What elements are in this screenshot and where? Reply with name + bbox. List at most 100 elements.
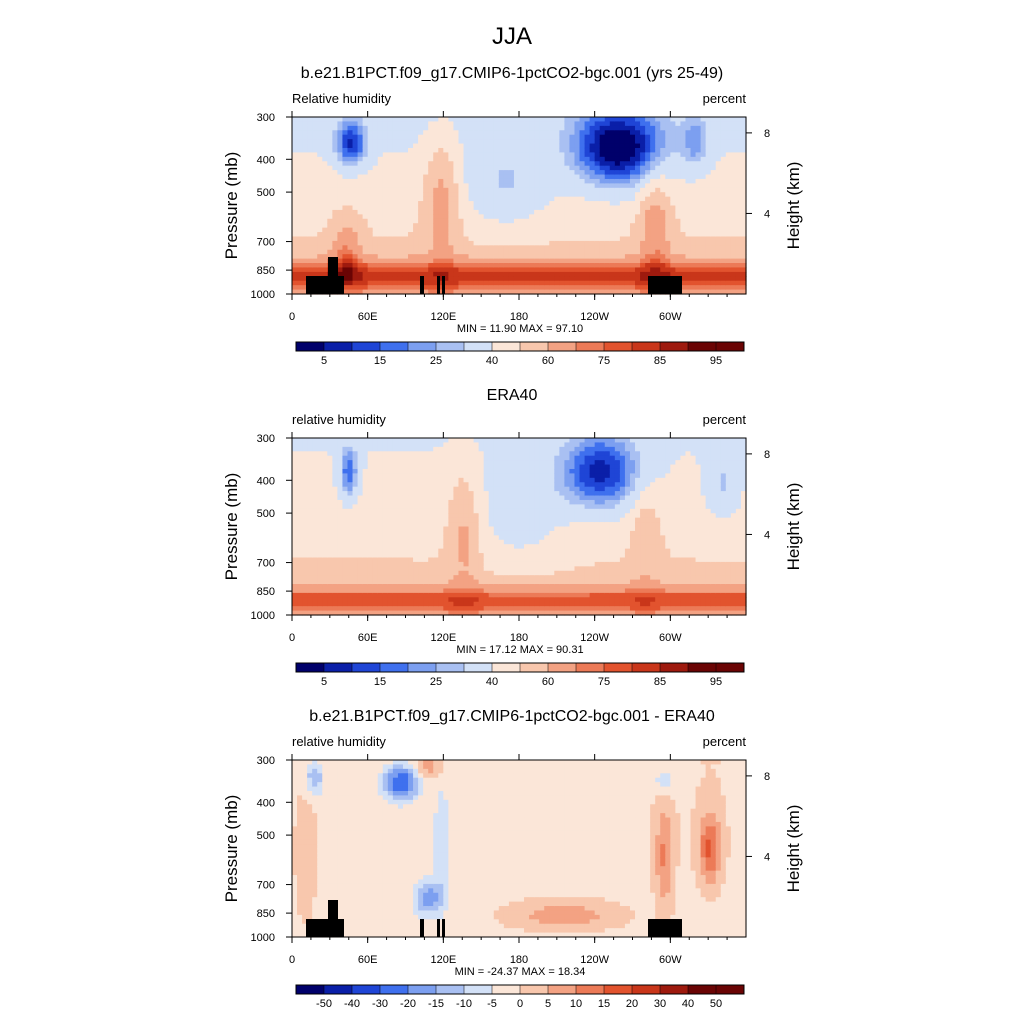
field-cell (564, 205, 571, 211)
field-cell (428, 134, 434, 140)
field-cell (695, 258, 702, 264)
field-cell (312, 526, 318, 532)
field-cell (463, 258, 470, 264)
field-cell (675, 263, 682, 269)
field-cell (508, 125, 515, 131)
field-cell (342, 276, 349, 282)
field-cell (685, 267, 692, 273)
field-cell (347, 223, 354, 229)
field-cell (307, 214, 313, 220)
field-cell (302, 236, 308, 242)
field-cell (730, 183, 737, 189)
field-cell (544, 218, 550, 224)
field-cell (337, 134, 344, 140)
field-cell (292, 196, 298, 202)
field-cell (327, 161, 333, 167)
field-cell (735, 174, 742, 180)
field-cell (624, 258, 631, 264)
field-cell (640, 201, 646, 207)
field-cell (468, 156, 475, 162)
field-cell (599, 271, 606, 277)
field-cell (584, 192, 591, 198)
field-cell (463, 170, 470, 176)
field-cell (418, 468, 424, 474)
field-cell (619, 249, 626, 255)
field-cell (392, 539, 399, 545)
colorbar-label: 85 (654, 355, 666, 367)
field-cell (307, 579, 313, 585)
field-cell (629, 205, 636, 211)
field-cell (478, 156, 485, 162)
y-tick-label: 400 (257, 154, 275, 166)
field-cell (609, 271, 616, 277)
field-cell (352, 232, 359, 238)
field-cell (332, 482, 338, 488)
field-cell (392, 192, 399, 198)
field-cell (392, 451, 399, 457)
field-cell (574, 245, 581, 251)
field-cell (690, 174, 697, 180)
field-cell (579, 139, 586, 145)
field-cell (307, 442, 313, 448)
field-cell (332, 446, 338, 452)
field-cell (579, 236, 586, 242)
field-cell (448, 156, 455, 162)
field-cell (559, 139, 565, 145)
field-cell (307, 566, 313, 572)
field-cell (337, 214, 344, 220)
field-cell (418, 438, 424, 444)
field-cell (312, 170, 318, 176)
field-cell (327, 121, 333, 127)
field-cell (705, 139, 712, 145)
field-cell (529, 254, 535, 260)
field-cell (695, 223, 702, 229)
field-cell (463, 271, 470, 277)
field-cell (418, 544, 424, 550)
field-cell (413, 486, 419, 492)
field-cell (372, 477, 379, 483)
field-cell (382, 486, 389, 492)
field-cell (292, 442, 298, 448)
field-cell (413, 174, 419, 180)
field-cell (362, 539, 369, 545)
field-cell (579, 161, 586, 167)
field-cell (292, 285, 298, 291)
field-cell (438, 468, 444, 474)
field-cell (670, 236, 676, 242)
field-cell (297, 152, 303, 158)
field-cell (297, 130, 303, 136)
field-cell (670, 192, 676, 198)
field-cell (342, 539, 349, 545)
field-cell (438, 526, 444, 532)
field-cell (367, 258, 374, 264)
field-cell (423, 289, 429, 295)
field-cell (433, 473, 439, 479)
terrain-block (420, 276, 424, 294)
field-cell (645, 227, 651, 233)
field-cell (297, 610, 303, 616)
field-cell (402, 491, 409, 497)
field-cell (423, 499, 429, 505)
field-cell (574, 152, 581, 158)
field-cell (307, 134, 313, 140)
field-cell (594, 161, 601, 167)
field-cell (423, 152, 429, 158)
field-cell (367, 192, 374, 198)
field-cell (524, 130, 530, 136)
field-cell (645, 125, 651, 131)
field-cell (660, 147, 666, 153)
field-cell (635, 276, 641, 282)
field-cell (660, 223, 666, 229)
field-cell (332, 588, 338, 594)
field-cell (397, 570, 404, 576)
field-cell (720, 285, 727, 291)
field-cell (418, 240, 424, 246)
field-cell (488, 285, 495, 291)
field-cell (367, 280, 374, 286)
field-cell (740, 147, 747, 153)
field-cell (322, 566, 328, 572)
field-cell (428, 508, 434, 514)
field-cell (599, 170, 606, 176)
field-cell (292, 263, 298, 269)
field-cell (402, 508, 409, 514)
